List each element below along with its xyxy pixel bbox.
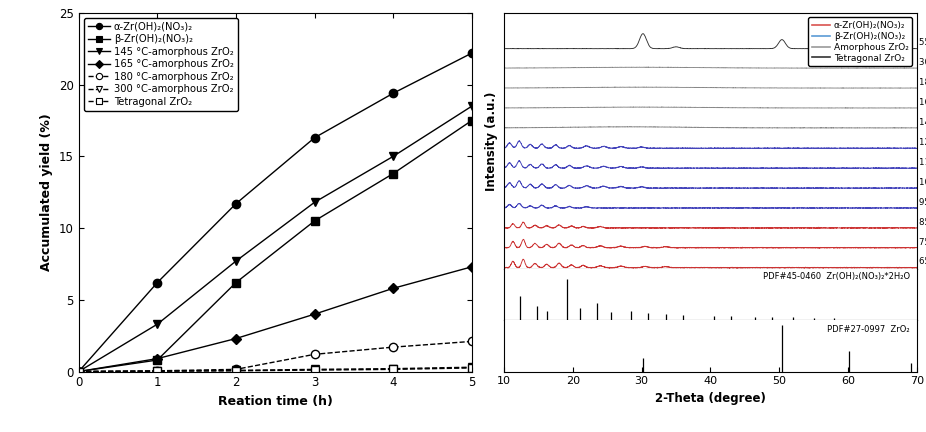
Tetragonal ZrO₂ — [231, 368, 242, 373]
300 °C-amorphous ZrO₂ — [309, 367, 320, 372]
Text: 165 °C: 165 °C — [919, 98, 926, 107]
Tetragonal ZrO₂ — [388, 367, 399, 372]
Y-axis label: Accumulated yield (%): Accumulated yield (%) — [41, 113, 54, 271]
165 °C-amorphous ZrO₂ — [231, 336, 242, 341]
Text: 95 °C: 95 °C — [919, 198, 926, 206]
Tetragonal ZrO₂ — [152, 368, 163, 374]
β-Zr(OH)₂(NO₃)₂ — [231, 280, 242, 285]
Line: α-Zr(OH)₂(NO₃)₂: α-Zr(OH)₂(NO₃)₂ — [75, 49, 476, 376]
180 °C-amorphous ZrO₂ — [388, 345, 399, 350]
300 °C-amorphous ZrO₂ — [152, 368, 163, 374]
300 °C-amorphous ZrO₂ — [231, 368, 242, 373]
145 °C-amorphous ZrO₂ — [388, 154, 399, 159]
β-Zr(OH)₂(NO₃)₂ — [73, 369, 84, 374]
145 °C-amorphous ZrO₂ — [231, 258, 242, 264]
β-Zr(OH)₂(NO₃)₂ — [309, 218, 320, 223]
Text: 550 °C: 550 °C — [919, 38, 926, 47]
165 °C-amorphous ZrO₂ — [309, 311, 320, 317]
X-axis label: 2-Theta (degree): 2-Theta (degree) — [655, 392, 766, 405]
145 °C-amorphous ZrO₂ — [466, 104, 477, 109]
Line: Tetragonal ZrO₂: Tetragonal ZrO₂ — [75, 364, 476, 376]
Text: 145 °C: 145 °C — [919, 118, 926, 127]
Text: 115 °C: 115 °C — [919, 158, 926, 167]
β-Zr(OH)₂(NO₃)₂ — [466, 118, 477, 123]
Y-axis label: Intensity (a.u.): Intensity (a.u.) — [485, 91, 498, 191]
Legend: α-Zr(OH)₂(NO₃)₂, β-Zr(OH)₂(NO₃)₂, 145 °C-amorphous ZrO₂, 165 °C-amorphous ZrO₂, : α-Zr(OH)₂(NO₃)₂, β-Zr(OH)₂(NO₃)₂, 145 °C… — [83, 18, 238, 111]
Tetragonal ZrO₂ — [466, 365, 477, 371]
180 °C-amorphous ZrO₂ — [231, 367, 242, 372]
Text: PDF#45-0460  Zr(OH)₂(NO₃)₂*2H₂O: PDF#45-0460 Zr(OH)₂(NO₃)₂*2H₂O — [763, 272, 910, 280]
180 °C-amorphous ZrO₂ — [73, 369, 84, 374]
180 °C-amorphous ZrO₂ — [309, 352, 320, 357]
α-Zr(OH)₂(NO₃)₂ — [388, 91, 399, 96]
145 °C-amorphous ZrO₂ — [73, 369, 84, 374]
β-Zr(OH)₂(NO₃)₂ — [388, 171, 399, 176]
Line: β-Zr(OH)₂(NO₃)₂: β-Zr(OH)₂(NO₃)₂ — [75, 116, 476, 376]
Line: 165 °C-amorphous ZrO₂: 165 °C-amorphous ZrO₂ — [75, 264, 475, 375]
Text: 300 °C: 300 °C — [919, 58, 926, 67]
Text: 65 °C: 65 °C — [919, 257, 926, 267]
Text: 125 °C: 125 °C — [919, 138, 926, 147]
300 °C-amorphous ZrO₂ — [388, 366, 399, 371]
165 °C-amorphous ZrO₂ — [73, 369, 84, 374]
Line: 300 °C-amorphous ZrO₂: 300 °C-amorphous ZrO₂ — [75, 363, 476, 376]
β-Zr(OH)₂(NO₃)₂ — [152, 357, 163, 362]
Tetragonal ZrO₂ — [73, 369, 84, 374]
Tetragonal ZrO₂ — [309, 368, 320, 373]
α-Zr(OH)₂(NO₃)₂ — [152, 280, 163, 285]
Text: PDF#27-0997  ZrO₂: PDF#27-0997 ZrO₂ — [827, 325, 910, 334]
165 °C-amorphous ZrO₂ — [388, 286, 399, 291]
Text: 85 °C: 85 °C — [919, 218, 926, 227]
α-Zr(OH)₂(NO₃)₂ — [73, 369, 84, 374]
145 °C-amorphous ZrO₂ — [152, 321, 163, 327]
145 °C-amorphous ZrO₂ — [309, 200, 320, 205]
300 °C-amorphous ZrO₂ — [73, 369, 84, 374]
165 °C-amorphous ZrO₂ — [466, 264, 477, 270]
Legend: α-Zr(OH)₂(NO₃)₂, β-Zr(OH)₂(NO₃)₂, Amorphous ZrO₂, Tetragonal ZrO₂: α-Zr(OH)₂(NO₃)₂, β-Zr(OH)₂(NO₃)₂, Amorph… — [808, 17, 912, 66]
α-Zr(OH)₂(NO₃)₂ — [309, 135, 320, 140]
300 °C-amorphous ZrO₂ — [466, 365, 477, 370]
X-axis label: Reation time (h): Reation time (h) — [218, 395, 332, 408]
Line: 145 °C-amorphous ZrO₂: 145 °C-amorphous ZrO₂ — [75, 102, 476, 376]
Line: 180 °C-amorphous ZrO₂: 180 °C-amorphous ZrO₂ — [75, 337, 476, 376]
165 °C-amorphous ZrO₂ — [152, 356, 163, 361]
α-Zr(OH)₂(NO₃)₂ — [466, 51, 477, 56]
Text: 75 °C: 75 °C — [919, 238, 926, 247]
Text: 180 °C: 180 °C — [919, 78, 926, 87]
180 °C-amorphous ZrO₂ — [152, 368, 163, 373]
α-Zr(OH)₂(NO₃)₂ — [231, 201, 242, 206]
180 °C-amorphous ZrO₂ — [466, 339, 477, 344]
Text: 105 °C: 105 °C — [919, 178, 926, 187]
